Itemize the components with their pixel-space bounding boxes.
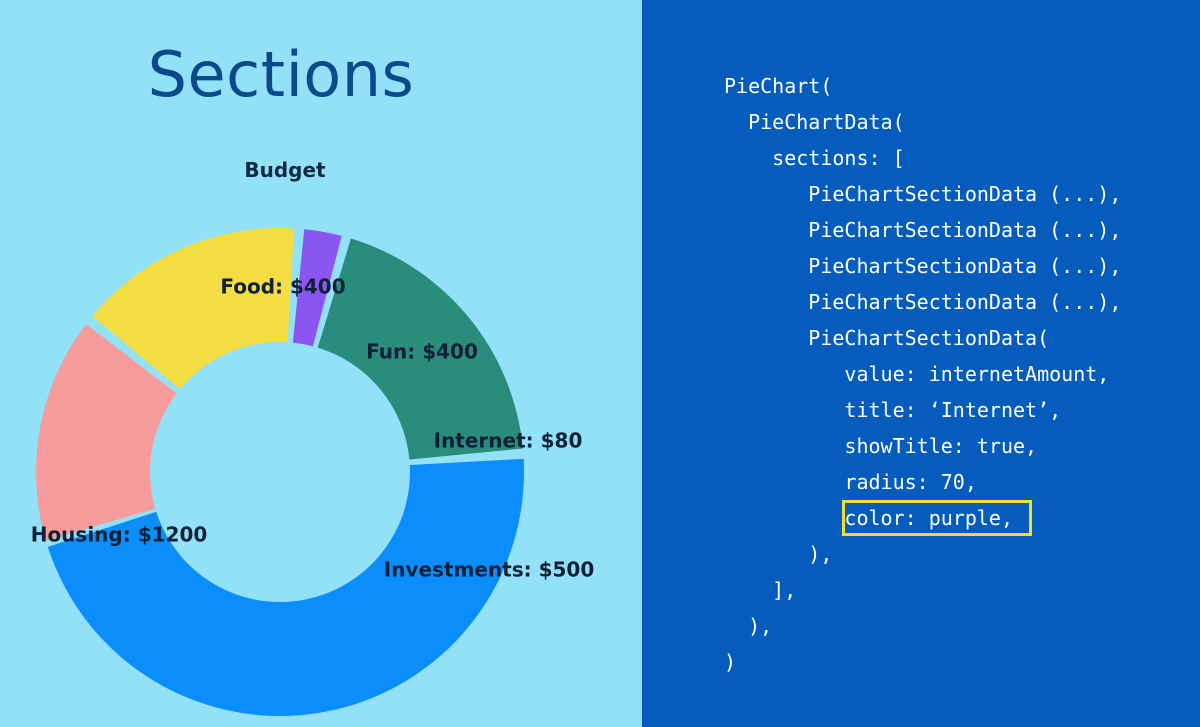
code-line: ], xyxy=(724,578,797,602)
code-highlight-box xyxy=(842,500,1032,536)
code-line: PieChartSectionData( xyxy=(724,326,1050,350)
code-line: ) xyxy=(724,650,737,674)
code-line: showTitle: true, xyxy=(724,434,1038,458)
code-line: PieChartSectionData (...), xyxy=(724,290,1122,314)
code-line: ), xyxy=(724,542,833,566)
slice-label-fun: Fun: $400 xyxy=(366,340,478,364)
slice-investments xyxy=(317,238,523,460)
slide-heading: Sections xyxy=(147,38,415,111)
code-block: PieChart( PieChartData( sections: [ PieC… xyxy=(724,68,1121,680)
code-line: PieChartData( xyxy=(724,110,905,134)
slice-fun xyxy=(92,227,295,389)
slice-label-food: Food: $400 xyxy=(220,275,345,299)
code-line: sections: [ xyxy=(724,146,905,170)
slice-food xyxy=(36,324,177,541)
code-line: PieChartSectionData (...), xyxy=(724,218,1122,242)
code-line: ), xyxy=(724,614,773,638)
code-line: PieChartSectionData (...), xyxy=(724,182,1122,206)
code-panel xyxy=(642,0,1200,727)
code-line: color: purple, xyxy=(724,506,1013,530)
slice-housing xyxy=(47,458,525,716)
slice-internet xyxy=(292,229,342,347)
code-line: value: internetAmount, xyxy=(724,362,1110,386)
code-line: PieChartSectionData (...), xyxy=(724,254,1122,278)
code-line: title: ‘Internet’, xyxy=(724,398,1062,422)
slice-label-housing: Housing: $1200 xyxy=(31,523,208,547)
donut-chart: Food: $400 Fun: $400 Internet: $80 Investme… xyxy=(31,227,594,716)
code-line: PieChart( xyxy=(724,74,833,98)
chart-title: Budget xyxy=(244,158,326,182)
code-line: radius: 70, xyxy=(724,470,977,494)
slice-label-investments: Investments: $500 xyxy=(384,558,594,582)
slice-label-internet: Internet: $80 xyxy=(434,429,583,453)
